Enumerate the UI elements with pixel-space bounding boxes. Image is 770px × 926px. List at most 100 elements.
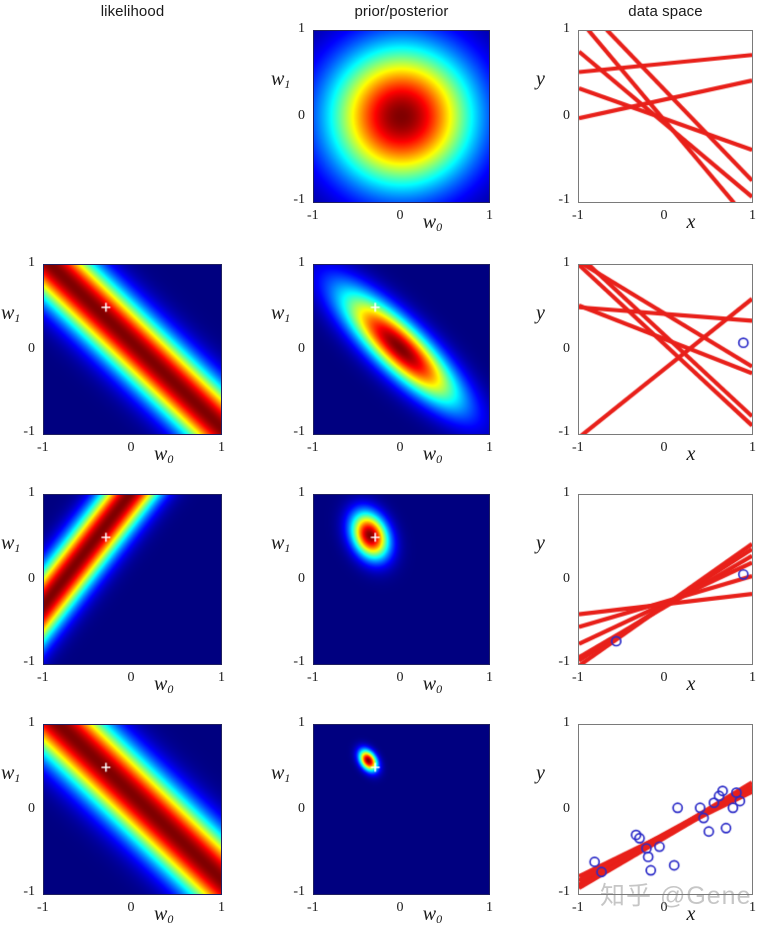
xtick-label: -1 bbox=[572, 440, 584, 455]
ytick-label: -1 bbox=[293, 192, 305, 207]
panel-likelihood-row4 bbox=[43, 724, 222, 895]
xtick-label: -1 bbox=[572, 670, 584, 685]
xtick-label: 0 bbox=[660, 900, 668, 915]
xtick-label: -1 bbox=[37, 440, 49, 455]
xtick-label: -1 bbox=[307, 900, 319, 915]
density-heatmap bbox=[314, 31, 489, 202]
y-axis-label-subscript: 1 bbox=[284, 540, 291, 555]
data-space-plot bbox=[579, 31, 752, 202]
y-axis-label-subscript: 1 bbox=[284, 770, 291, 785]
x-axis-label-subscript: 0 bbox=[167, 682, 174, 696]
y-axis-label-subscript: 1 bbox=[14, 310, 21, 325]
x-axis-label-text: w bbox=[153, 443, 168, 465]
y-axis-label-text: w bbox=[271, 531, 285, 554]
ytick-label: 0 bbox=[28, 800, 35, 816]
ytick-label: 1 bbox=[563, 715, 570, 730]
y-axis-label-text: y bbox=[536, 761, 545, 784]
panel-prior_posterior-row3 bbox=[313, 494, 490, 665]
x-axis-label: w0 bbox=[423, 211, 442, 234]
y-axis-label-subscript: 1 bbox=[14, 540, 21, 555]
x-axis-label-text: w bbox=[422, 443, 437, 465]
y-axis-label: w1 bbox=[271, 762, 290, 785]
x-axis-label-subscript: 0 bbox=[436, 452, 443, 466]
panel-prior_posterior-row2 bbox=[313, 264, 490, 435]
density-heatmap bbox=[314, 265, 489, 434]
x-axis-label-text: w bbox=[422, 211, 437, 233]
y-axis-label-text: y bbox=[536, 68, 545, 91]
panel-likelihood-row3 bbox=[43, 494, 222, 665]
x-axis-label-text: w bbox=[422, 673, 437, 695]
ytick-label: 0 bbox=[298, 340, 305, 356]
xtick-label: 0 bbox=[127, 670, 135, 685]
x-axis-label-subscript: 0 bbox=[167, 452, 174, 466]
ytick-label: 0 bbox=[28, 340, 35, 356]
xtick-label: -1 bbox=[307, 440, 319, 455]
y-axis-label: w1 bbox=[271, 302, 290, 325]
x-axis-label: w0 bbox=[423, 443, 442, 466]
y-axis-label: w1 bbox=[1, 302, 20, 325]
column-title-prior_posterior: prior/posterior bbox=[354, 3, 449, 20]
density-heatmap bbox=[44, 495, 221, 664]
x-axis-label-subscript: 0 bbox=[436, 912, 443, 926]
ytick-label: -1 bbox=[23, 654, 35, 669]
data-space-plot bbox=[579, 725, 752, 894]
y-axis-label-text: y bbox=[536, 301, 545, 324]
xtick-label: -1 bbox=[37, 900, 49, 915]
y-axis-label-text: w bbox=[1, 761, 15, 784]
ytick-label: 0 bbox=[563, 340, 570, 356]
ytick-label: 1 bbox=[298, 21, 305, 36]
xtick-label: 0 bbox=[660, 670, 668, 685]
x-axis-label-text: w bbox=[153, 903, 168, 925]
xtick-label: 1 bbox=[218, 670, 225, 685]
y-axis-label-text: w bbox=[1, 301, 15, 324]
panel-prior_posterior-row4 bbox=[313, 724, 490, 895]
x-axis-label-text: w bbox=[153, 673, 168, 695]
panel-data_space-row3 bbox=[578, 494, 753, 665]
y-axis-label-text: w bbox=[1, 531, 15, 554]
y-axis-label-text: w bbox=[271, 68, 285, 91]
x-axis-label-subscript: 0 bbox=[436, 682, 443, 696]
xtick-label: -1 bbox=[307, 208, 319, 223]
ytick-label: -1 bbox=[558, 884, 570, 899]
x-axis-label: x bbox=[687, 443, 696, 466]
xtick-label: -1 bbox=[572, 900, 584, 915]
panel-likelihood-row2 bbox=[43, 264, 222, 435]
ytick-label: 0 bbox=[298, 570, 305, 586]
xtick-label: 1 bbox=[486, 208, 493, 223]
ytick-label: 1 bbox=[28, 485, 35, 500]
x-axis-label: x bbox=[687, 903, 696, 926]
x-axis-label: x bbox=[687, 673, 696, 696]
xtick-label: 1 bbox=[218, 440, 225, 455]
x-axis-label: w0 bbox=[154, 673, 173, 696]
y-axis-label-subscript: 1 bbox=[284, 77, 291, 92]
xtick-label: 0 bbox=[396, 900, 404, 915]
x-axis-label-text: w bbox=[422, 903, 437, 925]
ytick-label: -1 bbox=[23, 884, 35, 899]
xtick-label: -1 bbox=[37, 670, 49, 685]
x-axis-label: w0 bbox=[423, 903, 442, 926]
y-axis-label: y bbox=[536, 68, 545, 91]
x-axis-label: w0 bbox=[423, 673, 442, 696]
ytick-label: 0 bbox=[28, 570, 35, 586]
y-axis-label: w1 bbox=[1, 762, 20, 785]
x-axis-label-subscript: 0 bbox=[167, 912, 174, 926]
ytick-label: 1 bbox=[563, 255, 570, 270]
ytick-label: 1 bbox=[298, 715, 305, 730]
y-axis-label-text: w bbox=[271, 761, 285, 784]
ytick-label: 0 bbox=[563, 800, 570, 816]
data-space-plot bbox=[579, 495, 752, 664]
density-heatmap bbox=[44, 265, 221, 434]
ytick-label: -1 bbox=[293, 654, 305, 669]
xtick-label: 1 bbox=[486, 440, 493, 455]
column-title-data_space: data space bbox=[628, 3, 703, 20]
density-heatmap bbox=[314, 725, 489, 894]
y-axis-label-text: w bbox=[271, 301, 285, 324]
y-axis-label: w1 bbox=[271, 68, 290, 91]
ytick-label: -1 bbox=[558, 192, 570, 207]
panel-data_space-row4 bbox=[578, 724, 753, 895]
x-axis-label: w0 bbox=[154, 903, 173, 926]
xtick-label: 0 bbox=[396, 208, 404, 223]
xtick-label: 1 bbox=[749, 208, 756, 223]
ytick-label: 1 bbox=[28, 715, 35, 730]
